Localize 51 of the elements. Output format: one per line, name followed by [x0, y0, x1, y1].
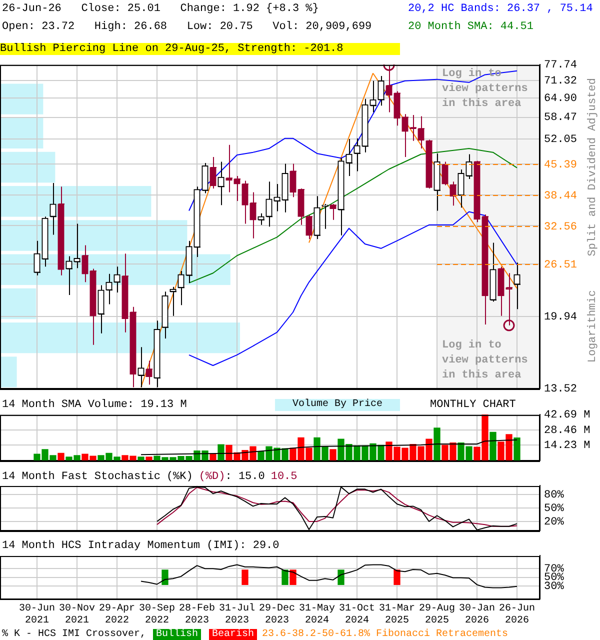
text: Split and Dividend Adjusted — [587, 78, 599, 256]
y-tick-label: 28.46 M — [544, 424, 590, 437]
y-tick-label: 20% — [544, 516, 564, 528]
text: Bullish Piercing Line on 29-Aug-25, Strength: -201.8 — [0, 43, 400, 55]
y-tick-label: 71.32 — [544, 75, 578, 88]
text: 20 Month SMA: 44.51 — [408, 21, 534, 33]
ref-line-label: 45.39 — [544, 159, 578, 172]
y-tick-label: 19.94 — [544, 311, 578, 324]
y-tick-label: 64.90 — [544, 92, 578, 105]
annotation: Log in to view patterns in this area — [442, 340, 528, 382]
chart-subtitle: Open: 23.72 High: 26.68 Low: 20.75 Vol: 20,909,699 — [2, 21, 372, 33]
chart-title: 14 Month HCS Intraday Momentum (IMI): 29.0 — [2, 540, 280, 552]
text: MONTHLY CHART — [430, 399, 516, 411]
ref-line-label: 26.51 — [544, 259, 578, 272]
x-tick-label: 29-Dec 2023 — [258, 604, 296, 627]
x-tick-label: 30-Jun 2021 — [18, 604, 56, 627]
x-tick-label: 26-Jun 2026 — [498, 604, 536, 627]
x-tick-label: 30-Sep 2022 — [138, 604, 176, 627]
text: Bearish — [208, 628, 258, 640]
y-tick-label: 77.74 — [544, 60, 578, 72]
series-label: (%K) — [166, 471, 193, 483]
ref-line-label: 38.44 — [544, 190, 578, 202]
text: 20,2 HC Bands: 26.37 , 75.14 — [408, 3, 593, 15]
x-tick-label: 30-Nov 2021 — [58, 604, 96, 627]
text: : 15.0 — [225, 471, 265, 483]
x-tick-label: 31-May 2024 — [298, 604, 336, 627]
chart-title: 26-Jun-26 Close: 25.01 Change: 1.92 {+8.3 %} — [2, 3, 319, 15]
y-tick-label: 80% — [544, 489, 564, 502]
chart-title: 14 Month Fast Stochastic — [2, 471, 160, 483]
series-label: (%D) — [198, 471, 226, 483]
x-tick-label: 31-Mar 2025 — [378, 604, 416, 627]
y-tick-label: 13.52 — [544, 383, 578, 396]
y-tick-label: 42.69 M — [544, 410, 590, 422]
text: Bullish — [152, 628, 202, 640]
y-tick-label: 14.23 M — [544, 440, 590, 452]
text: 14 Month SMA Volume: 19.13 M — [2, 399, 187, 411]
x-tick-label: 29-Apr 2022 — [98, 604, 136, 627]
legend-title: % K - HCS IMI Crossover, — [2, 629, 146, 640]
y-tick-label: 50% — [544, 502, 564, 515]
text: 23.6-38.2-50-61.8% Fibonacci Retracements — [262, 629, 508, 640]
text: Volume By Price — [275, 399, 400, 411]
x-tick-label: 31-Oct 2024 — [338, 604, 376, 627]
y-tick-label: 52.05 — [544, 134, 578, 146]
x-tick-label: 30-Jan 2026 — [458, 604, 496, 627]
text: Logarithmic — [587, 290, 599, 363]
x-tick-label: 31-Jul 2023 — [218, 602, 256, 627]
y-tick-label: 58.47 — [544, 112, 578, 124]
text: 10.5 — [270, 471, 298, 483]
x-tick-label: 29-Aug 2025 — [418, 604, 456, 627]
x-tick-label: 28-Feb 2023 — [178, 602, 216, 627]
ref-line-label: 32.56 — [544, 221, 578, 234]
